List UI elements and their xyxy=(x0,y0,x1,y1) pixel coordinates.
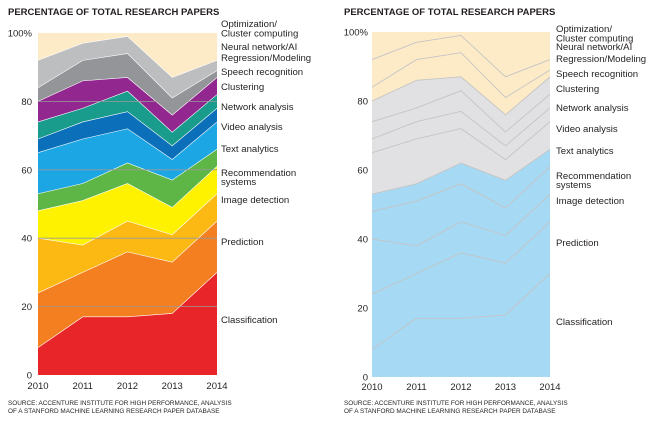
area-recommendation-systems xyxy=(372,166,550,246)
series-label-speech-recognition: Speech recognition xyxy=(556,69,638,80)
area-recommendation-systems xyxy=(38,166,217,246)
series-label-prediction: Prediction xyxy=(221,237,264,248)
x-tick-label: 2010 xyxy=(27,381,48,392)
band-boundary xyxy=(37,36,218,78)
area-text-analytics xyxy=(38,149,217,211)
band-boundary xyxy=(37,193,218,246)
x-tick-label: 2014 xyxy=(206,381,227,392)
series-label-image-detection: Image detection xyxy=(221,195,289,206)
area-image-detection xyxy=(372,194,550,295)
area-prediction xyxy=(372,221,550,350)
series-label-regression-modeling: Regression/Modeling xyxy=(556,54,646,65)
x-tick-label: 2011 xyxy=(73,381,93,392)
area-neural-network-ai xyxy=(38,36,217,98)
series-label-video-analysis: Video analysis xyxy=(221,122,283,133)
area-speech-recognition xyxy=(372,76,550,133)
area-network-analysis xyxy=(38,108,217,160)
series-label-network-analysis: Network analysis xyxy=(556,103,629,114)
stacked-area-chart-grouped: PERCENTAGE OF TOTAL RESEARCH PAPERS 0 20 40… xyxy=(344,7,646,415)
x-tick-label: 2013 xyxy=(162,381,183,392)
series-label-prediction: Prediction xyxy=(556,238,599,249)
band-boundary xyxy=(37,53,218,99)
x-tick-label: 2012 xyxy=(117,381,138,392)
y-tick-label: 80 xyxy=(21,97,32,108)
band-boundary xyxy=(371,76,551,116)
band-boundary xyxy=(371,193,551,247)
series-label-optimization-cluster-computing: Optimization/Cluster computing xyxy=(556,24,633,45)
series-label-clustering: Clustering xyxy=(221,82,264,93)
band-boundary xyxy=(37,166,218,212)
area-optimization-cluster-computing xyxy=(372,32,550,77)
band-boundary xyxy=(37,121,218,160)
band-boundary xyxy=(371,166,551,212)
band-boundary xyxy=(371,221,551,295)
series-label-video-analysis: Video analysis xyxy=(556,124,618,135)
area-video-analysis xyxy=(38,121,217,194)
stacked-area-chart-colored: PERCENTAGE OF TOTAL RESEARCH PAPERS 0 20 40… xyxy=(8,7,311,415)
area-video-analysis xyxy=(372,121,550,195)
source-note-line-1: SOURCE: ACCENTURE INSTITUTE FOR HIGH PER… xyxy=(344,400,568,407)
area-regression-modeling xyxy=(38,53,217,116)
band-boundary xyxy=(371,121,551,161)
series-label-text-analytics: Text analytics xyxy=(221,144,279,155)
series-label-neural-network-ai: Neural network/AI xyxy=(221,42,297,53)
y-tick-label: 60 xyxy=(357,166,368,177)
source-note-line-2: OF A STANFORD MACHINE LEARNING RESEARCH … xyxy=(344,408,556,415)
band-boundary xyxy=(371,107,551,147)
series-label-text-analytics: Text analytics xyxy=(556,146,614,157)
y-tick-label: 40 xyxy=(21,234,32,245)
band-boundary xyxy=(371,273,551,350)
x-tick-label: 2010 xyxy=(361,382,382,393)
series-label-recommendation-systems: Recommendation systems xyxy=(221,168,296,188)
y-tick-label: 20 xyxy=(357,304,368,315)
x-tick-label: 2012 xyxy=(450,382,471,393)
source-note-line-1: SOURCE: ACCENTURE INSTITUTE FOR HIGH PER… xyxy=(8,400,232,407)
source-note-line-2: OF A STANFORD MACHINE LEARNING RESEARCH … xyxy=(8,408,220,415)
area-image-detection xyxy=(38,193,217,293)
area-speech-recognition xyxy=(38,77,217,133)
band-boundary xyxy=(37,220,218,294)
band-boundary xyxy=(371,148,551,195)
area-classification xyxy=(372,273,550,377)
y-tick-label: 100% xyxy=(8,29,33,40)
y-tick-label: 80 xyxy=(357,97,368,108)
series-label-optimization-cluster-computing: Optimization/Cluster computing xyxy=(221,19,298,40)
x-tick-label: 2011 xyxy=(406,382,426,393)
y-tick-label: 60 xyxy=(21,165,32,176)
band-boundary xyxy=(371,52,551,99)
area-neural-network-ai xyxy=(372,35,550,98)
series-label-classification: Classification xyxy=(556,317,613,328)
chart-title: PERCENTAGE OF TOTAL RESEARCH PAPERS xyxy=(344,7,555,18)
series-label-neural-network-ai: Neural network/AI xyxy=(556,42,632,53)
series-label-regression-modeling: Regression/Modeling xyxy=(221,53,311,64)
y-tick-label: 20 xyxy=(21,302,32,313)
series-label-image-detection: Image detection xyxy=(556,196,624,207)
series-label-classification: Classification xyxy=(221,315,278,326)
y-tick-label: 0 xyxy=(27,371,32,382)
band-boundary xyxy=(37,108,218,147)
area-optimization-cluster-computing xyxy=(38,33,217,78)
x-tick-label: 2013 xyxy=(495,382,516,393)
area-text-analytics xyxy=(372,149,550,212)
band-boundary xyxy=(37,272,218,348)
band-boundary xyxy=(37,90,218,133)
y-tick-label: 100% xyxy=(344,28,369,39)
x-tick-label: 2014 xyxy=(539,382,560,393)
area-prediction xyxy=(38,221,217,348)
area-classification xyxy=(38,272,217,375)
series-label-recommendation-systems: Recommendation systems xyxy=(556,171,631,191)
series-label-network-analysis: Network analysis xyxy=(221,102,294,113)
chart-title: PERCENTAGE OF TOTAL RESEARCH PAPERS xyxy=(8,7,219,18)
band-boundary xyxy=(37,77,218,116)
series-label-clustering: Clustering xyxy=(556,84,599,95)
band-boundary xyxy=(371,34,551,78)
y-tick-label: 40 xyxy=(357,235,368,246)
band-boundary xyxy=(371,90,551,133)
area-regression-modeling xyxy=(372,52,550,115)
y-tick-label: 0 xyxy=(363,373,368,384)
area-network-analysis xyxy=(372,107,550,160)
series-label-speech-recognition: Speech recognition xyxy=(221,67,303,78)
